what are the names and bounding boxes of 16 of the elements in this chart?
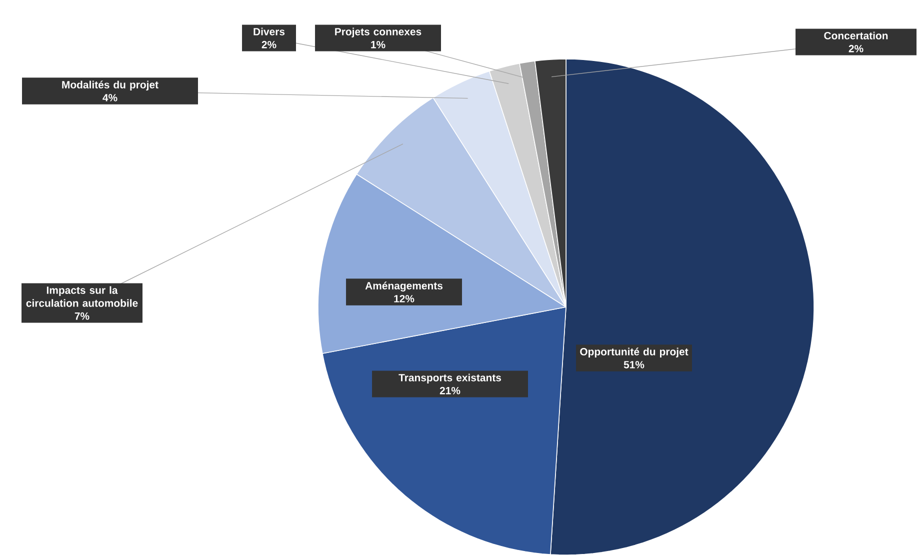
data-label: 2% [848,44,864,52]
slice-label: Transports existants [398,374,502,384]
data-label: 51% [624,360,644,368]
slice-label: Opportunité du projet [580,348,688,358]
slice-label: Projets connexes [335,28,422,38]
slice-label: Aménagements [365,282,443,292]
slice-label: Modalités du projet [62,80,158,90]
data-label: 2% [262,40,276,48]
data-label: 4% [102,94,118,102]
data-label: 12% [394,294,414,302]
data-label: 21% [440,386,460,394]
data-label: 7% [74,312,90,320]
data-label: 1% [371,40,386,48]
slice-label: Concertation [824,32,888,40]
slice-label: Impacts sur la circulation automobile [26,286,138,307]
slice-label: Divers [254,28,285,36]
